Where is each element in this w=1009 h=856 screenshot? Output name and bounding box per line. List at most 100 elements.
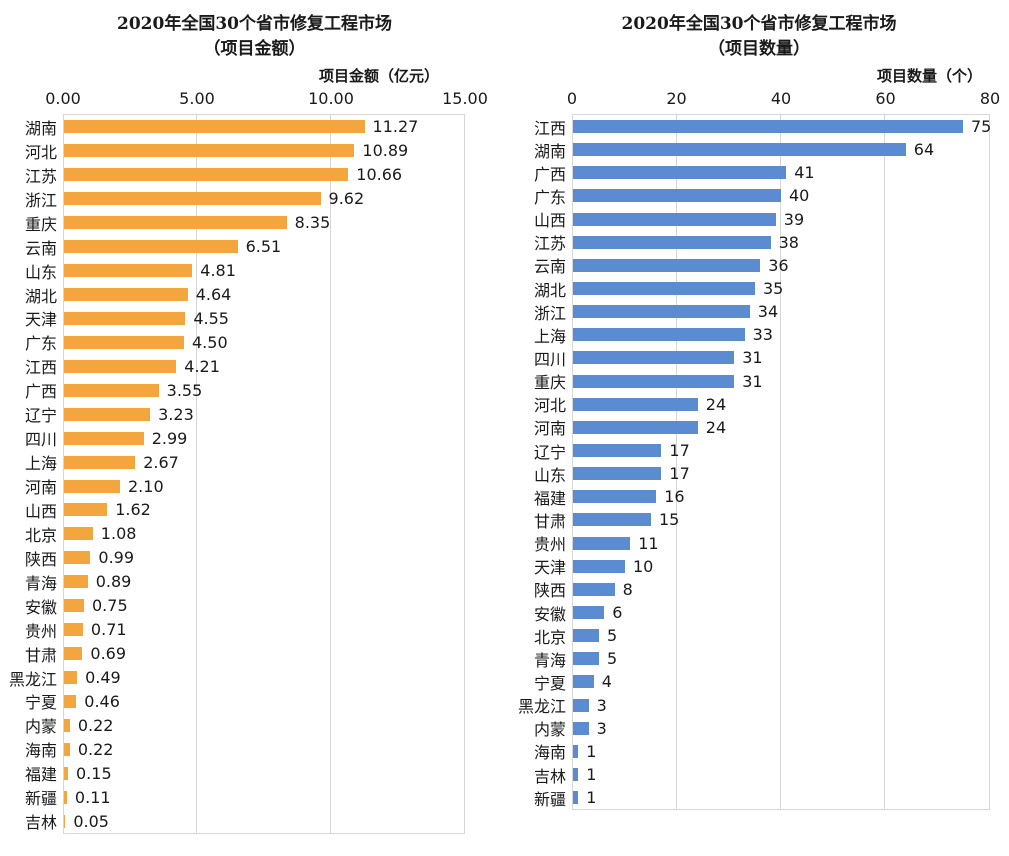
bar-row: 甘肃 15 xyxy=(534,508,989,531)
bar xyxy=(573,235,771,249)
value-label: 41 xyxy=(794,163,815,183)
value-label: 4.55 xyxy=(193,308,229,328)
bar-row: 安徽 6 xyxy=(534,601,989,624)
bar-track: 0.46 xyxy=(64,690,464,714)
value-label: 0.22 xyxy=(77,715,114,735)
category-label: 辽宁 xyxy=(533,442,566,462)
bar-track: 4.21 xyxy=(64,354,464,378)
gridline xyxy=(780,115,781,809)
bar xyxy=(64,407,151,421)
bar xyxy=(573,559,625,573)
bar xyxy=(64,742,70,756)
value-label: 1 xyxy=(586,765,597,784)
value-label: 31 xyxy=(742,348,763,368)
bar-row: 山西 1.62 xyxy=(25,498,464,522)
value-label: 0.46 xyxy=(84,691,120,711)
value-label: 17 xyxy=(669,441,690,461)
category-label: 湖南 xyxy=(24,118,57,138)
value-label: 24 xyxy=(705,394,727,414)
category-label: 新疆 xyxy=(533,789,566,809)
category-label: 宁夏 xyxy=(533,673,566,693)
category-label: 福建 xyxy=(533,488,566,508)
value-label: 8.35 xyxy=(294,213,331,233)
bar-row: 江苏 10.66 xyxy=(25,163,464,187)
category-label: 河北 xyxy=(24,142,57,162)
bar-track: 24 xyxy=(573,393,989,416)
bar xyxy=(64,455,136,469)
value-label: 4.50 xyxy=(192,332,228,352)
bar-track: 16 xyxy=(573,485,989,508)
amount-chart-title-line1: 2020年全国30个省市修复工程市场 xyxy=(117,14,392,34)
category-label: 甘肃 xyxy=(533,511,566,531)
bar-row: 贵州 0.71 xyxy=(25,618,464,642)
amount-plot-wrap: 项目金额（亿元） 0.00 5.00 10.00 15.00 湖南 11.27 河北 10.… xyxy=(9,64,488,834)
bar xyxy=(573,582,615,596)
bar xyxy=(64,216,287,230)
value-label: 5 xyxy=(607,626,618,646)
bar xyxy=(573,328,745,342)
bar xyxy=(64,671,78,685)
x-axis-tick-label: 10.00 xyxy=(308,89,354,108)
category-label: 甘肃 xyxy=(24,645,57,665)
bar-row: 上海 2.67 xyxy=(25,450,464,474)
value-label: 15 xyxy=(659,510,680,530)
bar xyxy=(64,144,355,158)
category-label: 广西 xyxy=(24,382,57,402)
category-label: 上海 xyxy=(533,326,566,346)
bar-track: 10.89 xyxy=(64,139,464,163)
category-label: 北京 xyxy=(24,525,57,545)
bar-track: 0.69 xyxy=(64,642,464,666)
bar-track: 31 xyxy=(573,370,989,393)
count-chart: 2020年全国30个省市修复工程市场 （项目数量） 项目数量（个） 0 20 40 6… xyxy=(509,0,1009,856)
bar-track: 1.08 xyxy=(64,522,464,546)
bar xyxy=(573,744,579,758)
category-label: 宁夏 xyxy=(24,693,57,713)
value-label: 1.08 xyxy=(100,524,137,544)
category-label: 江苏 xyxy=(24,166,57,186)
category-label: 广东 xyxy=(533,187,566,207)
gridline xyxy=(329,115,331,833)
bar xyxy=(64,168,349,182)
count-plot-area: 江西 75 湖南 64 广西 41 广东 40 山西 39 江苏 38 云南 36 湖北 35 浙江 34 上海 33… xyxy=(518,114,991,810)
bar-row: 河北 24 xyxy=(534,393,989,416)
category-label: 辽宁 xyxy=(24,406,57,426)
bar-row: 江西 75 xyxy=(534,115,991,138)
category-label: 天津 xyxy=(533,558,566,578)
category-label: 北京 xyxy=(533,627,566,647)
value-label: 2.10 xyxy=(128,476,164,496)
bar-track: 4.55 xyxy=(64,307,464,331)
value-label: 3.23 xyxy=(158,404,194,424)
category-label: 安徽 xyxy=(24,597,57,617)
value-label: 6.51 xyxy=(245,237,282,257)
bar xyxy=(64,575,88,589)
bar xyxy=(573,374,735,388)
bar-track: 24 xyxy=(573,416,989,439)
value-label: 38 xyxy=(778,232,799,252)
x-axis-tick-label: 15.00 xyxy=(442,89,488,108)
bar-track: 38 xyxy=(573,231,989,254)
category-label: 陕西 xyxy=(533,581,566,601)
bar-track: 34 xyxy=(573,300,989,323)
bar-track: 4 xyxy=(573,670,989,693)
value-label: 35 xyxy=(763,279,784,299)
bar xyxy=(573,166,787,180)
bar xyxy=(64,766,68,780)
bar xyxy=(64,359,177,373)
bar-track: 6 xyxy=(573,601,989,624)
x-axis-tick-label: 80 xyxy=(979,89,1001,108)
bar xyxy=(573,675,594,689)
value-label: 24 xyxy=(705,417,727,437)
value-label: 36 xyxy=(768,255,789,275)
bar xyxy=(573,143,906,157)
category-label: 吉林 xyxy=(533,766,566,786)
bar-row: 广东 4.50 xyxy=(25,330,464,354)
bar-row: 贵州 11 xyxy=(534,532,989,555)
bar-row: 湖南 11.27 xyxy=(25,115,464,139)
bar xyxy=(64,120,365,134)
bar-track: 10.66 xyxy=(64,163,464,187)
bar xyxy=(573,351,735,365)
value-label: 39 xyxy=(783,209,805,229)
bar xyxy=(573,120,963,134)
gridline xyxy=(884,115,885,809)
category-label: 黑龙江 xyxy=(8,669,57,689)
